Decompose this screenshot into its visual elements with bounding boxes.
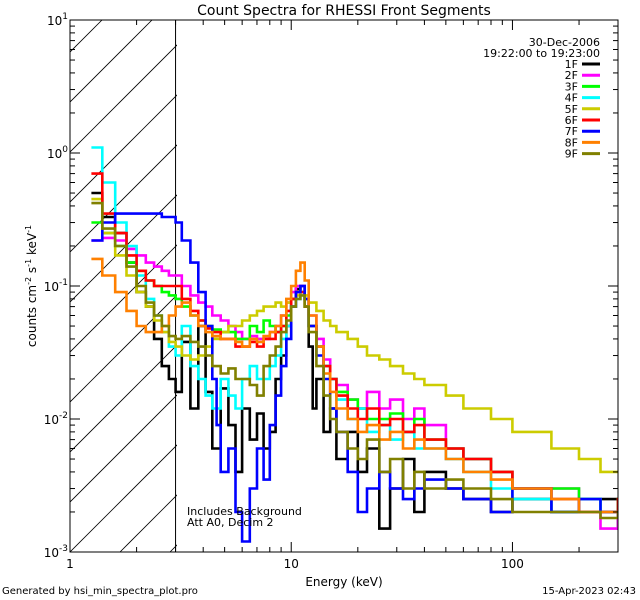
hatch-line	[70, 144, 177, 253]
x-tick-label: 10	[284, 557, 299, 571]
legend-label-5F: 5F	[565, 103, 578, 116]
hatch-line	[620, 0, 640, 552]
y-tick-label: 10-3	[44, 544, 68, 560]
legend-label-1F: 1F	[565, 58, 578, 71]
hatch-line	[70, 20, 153, 103]
y-tick-label: 100	[47, 145, 68, 161]
excluded-region-hatch	[70, 0, 640, 552]
hatch-line	[70, 444, 177, 552]
hatch-line	[520, 0, 640, 552]
legend-label-6F: 6F	[565, 114, 578, 127]
series-line-7F	[91, 212, 618, 543]
legend-label-3F: 3F	[565, 80, 578, 93]
hatch-line	[470, 0, 640, 552]
hatch-line	[420, 0, 640, 552]
hatch-line	[70, 394, 177, 503]
legend-label-4F: 4F	[565, 92, 578, 105]
x-tick-label: 1	[66, 557, 74, 571]
legend-label-8F: 8F	[565, 136, 578, 149]
legend-label-2F: 2F	[565, 69, 578, 82]
hatch-line	[270, 0, 640, 552]
hatch-line	[70, 194, 177, 303]
hatch-line	[70, 244, 177, 353]
series-line-9F	[91, 201, 618, 520]
series-layer	[91, 146, 618, 543]
date-label: 30-Dec-2006	[529, 36, 600, 49]
y-tick-label: 101	[47, 12, 68, 28]
plot-frame	[69, 19, 619, 553]
series-line-6F	[91, 172, 618, 514]
background-note: Includes Background	[187, 505, 302, 518]
y-tick-label: 10-1	[44, 278, 68, 294]
hatch-line	[70, 294, 177, 403]
x-tick-label: 100	[501, 557, 524, 571]
axis-ticks	[69, 19, 619, 553]
legend-label-7F: 7F	[565, 125, 578, 138]
y-axis-label: counts cm-2 s-1 keV-1	[24, 225, 39, 347]
series-line-8F	[91, 257, 618, 514]
hatch-line	[570, 0, 640, 552]
time-range-label: 19:22:00 to 19:23:00	[483, 47, 600, 60]
timestamp-footer: 15-Apr-2023 02:43	[542, 586, 636, 597]
axis-tick-labels: 1 10 100 10-3 10-2 10-1 100 101	[44, 12, 524, 571]
generator-footer: Generated by hsi_min_spectra_plot.pro	[2, 586, 198, 597]
hatch-line	[70, 44, 177, 153]
chart-title: Count Spectra for RHESSI Front Segments	[197, 3, 491, 19]
attenuator-note: Att A0, Decim 2	[187, 516, 274, 529]
hatch-line	[70, 94, 177, 203]
x-axis-label: Energy (keV)	[305, 575, 382, 589]
hatch-line	[70, 344, 177, 453]
y-tick-label: 10-2	[44, 411, 68, 427]
legend-label-9F: 9F	[565, 148, 578, 161]
